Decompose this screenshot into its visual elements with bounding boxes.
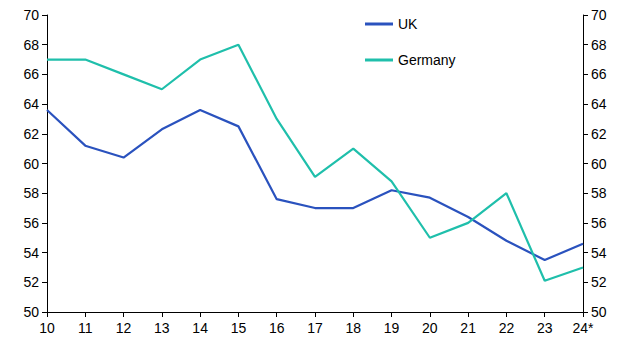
svg-text:13: 13 <box>154 320 170 336</box>
svg-text:60: 60 <box>23 156 39 172</box>
svg-text:66: 66 <box>591 66 607 82</box>
svg-text:UK: UK <box>398 16 418 32</box>
svg-text:10: 10 <box>39 320 55 336</box>
svg-text:17: 17 <box>307 320 323 336</box>
svg-text:12: 12 <box>116 320 132 336</box>
svg-text:14: 14 <box>192 320 208 336</box>
svg-text:23: 23 <box>537 320 553 336</box>
svg-text:56: 56 <box>23 215 39 231</box>
svg-text:11: 11 <box>78 320 93 336</box>
svg-text:21: 21 <box>460 320 476 336</box>
svg-text:18: 18 <box>345 320 361 336</box>
svg-text:54: 54 <box>591 245 607 261</box>
svg-text:56: 56 <box>591 215 607 231</box>
svg-text:66: 66 <box>23 66 39 82</box>
svg-text:19: 19 <box>384 320 400 336</box>
svg-text:50: 50 <box>591 304 607 320</box>
svg-text:62: 62 <box>23 126 39 142</box>
svg-text:16: 16 <box>269 320 285 336</box>
svg-text:52: 52 <box>23 274 39 290</box>
svg-text:15: 15 <box>231 320 247 336</box>
svg-text:52: 52 <box>591 274 607 290</box>
svg-text:64: 64 <box>591 96 607 112</box>
svg-text:58: 58 <box>23 185 39 201</box>
svg-text:68: 68 <box>591 37 607 53</box>
svg-text:70: 70 <box>591 7 607 23</box>
svg-text:22: 22 <box>499 320 515 336</box>
svg-text:24*: 24* <box>572 320 594 336</box>
svg-text:50: 50 <box>23 304 39 320</box>
svg-text:54: 54 <box>23 245 39 261</box>
svg-text:20: 20 <box>422 320 438 336</box>
svg-text:60: 60 <box>591 156 607 172</box>
svg-text:62: 62 <box>591 126 607 142</box>
svg-text:68: 68 <box>23 37 39 53</box>
svg-text:58: 58 <box>591 185 607 201</box>
svg-text:70: 70 <box>23 7 39 23</box>
svg-text:Germany: Germany <box>398 52 456 68</box>
svg-text:64: 64 <box>23 96 39 112</box>
